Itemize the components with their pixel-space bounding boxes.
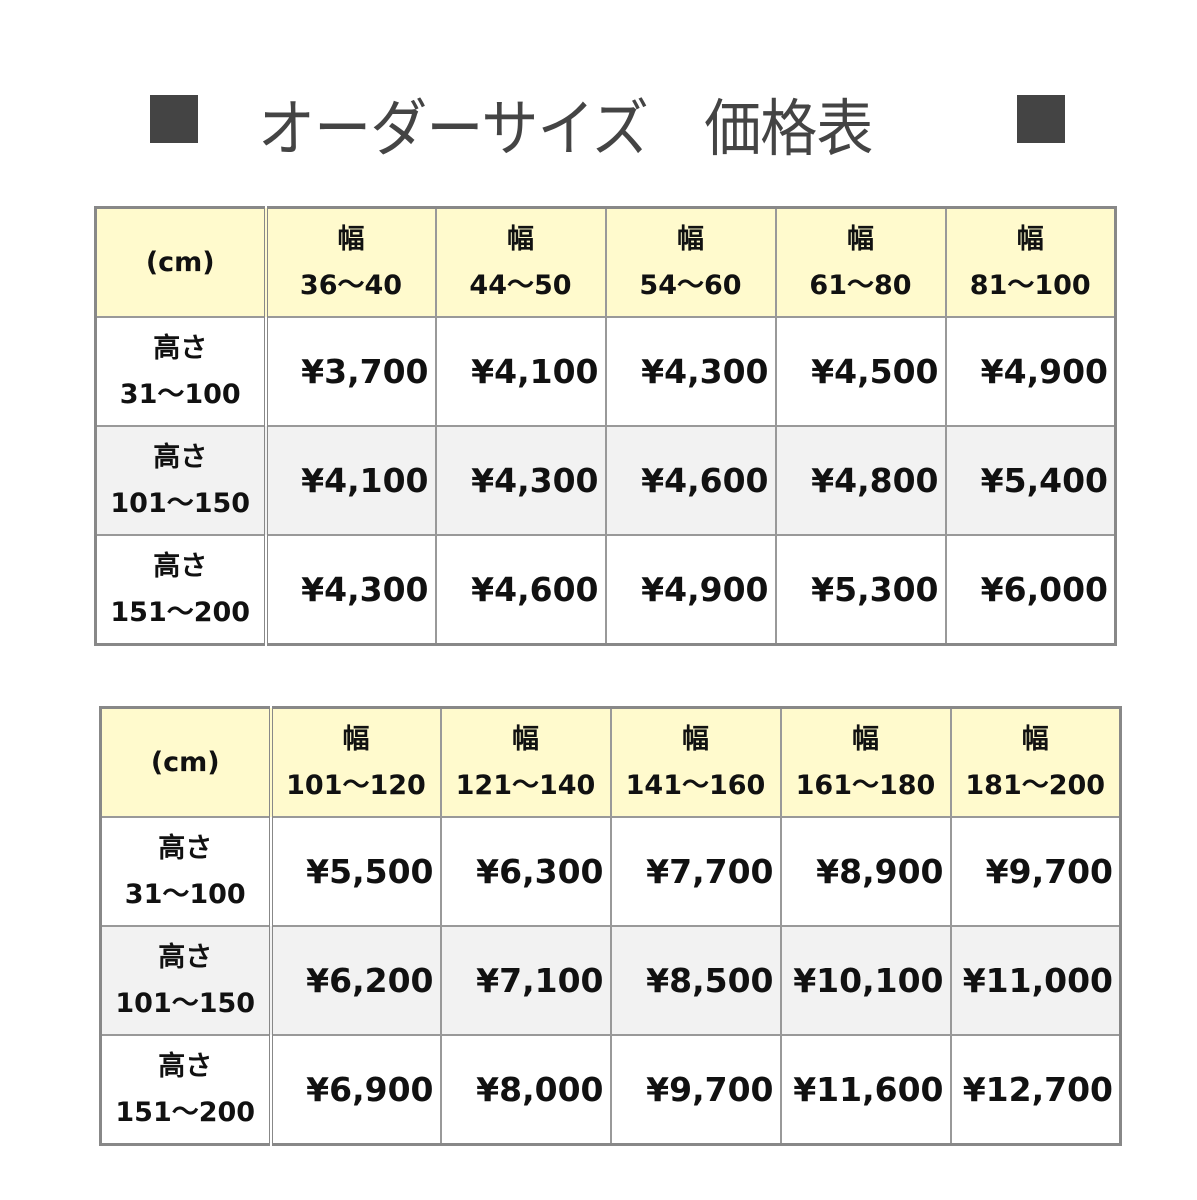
price-cell: ¥4,600 (604, 425, 777, 536)
row-header: 高さ 151～200 (99, 1034, 273, 1146)
table-row: 高さ 31～100 ¥3,700 ¥4,100 ¥4,300 ¥4,500 ¥4,900 (94, 316, 1117, 427)
column-header: 幅 81～100 (944, 206, 1117, 318)
height-range: 31～100 (124, 878, 246, 910)
price-cell: ¥6,300 (439, 816, 612, 927)
column-header: 幅 101～120 (269, 706, 442, 818)
price-cell: ¥9,700 (949, 816, 1122, 927)
height-label: 高さ (158, 832, 213, 864)
price-cell: ¥7,100 (439, 925, 612, 1036)
width-label: 幅 (512, 723, 539, 755)
table-row: 高さ 151～200 ¥4,300 ¥4,600 ¥4,900 ¥5,300 ¥6,000 (94, 534, 1117, 646)
column-header: 幅 121～140 (439, 706, 612, 818)
price-cell: ¥4,300 (604, 316, 777, 427)
column-header: 幅 61～80 (774, 206, 947, 318)
width-label: 幅 (1016, 223, 1044, 255)
price-cell: ¥4,500 (774, 316, 947, 427)
height-label: 高さ (158, 1050, 213, 1082)
width-label: 幅 (342, 723, 370, 755)
price-cell: ¥4,100 (264, 425, 437, 536)
width-range: 81～100 (969, 269, 1091, 301)
page-title: オーダーサイズ 価格表 (258, 92, 873, 165)
price-cell: ¥12,700 (949, 1034, 1122, 1146)
price-cell: ¥5,500 (269, 816, 442, 927)
corner-cell: (cm) (94, 206, 268, 318)
height-range: 101～150 (110, 487, 251, 519)
price-cell: ¥8,900 (779, 816, 952, 927)
width-range: 44～50 (469, 269, 572, 301)
row-header: 高さ 101～150 (99, 925, 273, 1036)
table-row: 高さ 31～100 ¥5,500 ¥6,300 ¥7,700 ¥8,900 ¥9,700 (99, 816, 1122, 927)
column-header: 幅 181～200 (949, 706, 1122, 818)
width-label: 幅 (677, 223, 704, 255)
price-table-2: (cm) 幅 101～120 幅 121～140 幅 141～160 幅 161～180 幅 181… (99, 706, 1122, 1146)
width-label: 幅 (852, 723, 879, 755)
price-cell: ¥11,000 (949, 925, 1122, 1036)
height-label: 高さ (153, 441, 208, 473)
price-cell: ¥8,500 (609, 925, 782, 1036)
column-header: 幅 141～160 (609, 706, 782, 818)
width-range: 161～180 (795, 769, 936, 801)
price-cell: ¥4,600 (434, 534, 607, 646)
height-range: 31～100 (119, 378, 241, 410)
width-range: 61～80 (809, 269, 912, 301)
price-cell: ¥9,700 (609, 1034, 782, 1146)
width-range: 101～120 (286, 769, 426, 801)
width-label: 幅 (1021, 723, 1049, 755)
column-header: 幅 54～60 (604, 206, 777, 318)
price-cell: ¥11,600 (779, 1034, 952, 1146)
price-cell: ¥4,100 (434, 316, 607, 427)
column-header: 幅 44～50 (434, 206, 607, 318)
height-range: 151～200 (110, 596, 251, 628)
row-header: 高さ 101～150 (94, 425, 268, 536)
width-range: 181～200 (965, 769, 1106, 801)
price-cell: ¥4,800 (774, 425, 947, 536)
price-cell: ¥8,000 (439, 1034, 612, 1146)
height-label: 高さ (153, 332, 208, 364)
header-row: (cm) 幅 101～120 幅 121～140 幅 141～160 幅 161～180 幅 181… (99, 706, 1122, 818)
width-range: 36～40 (299, 269, 403, 301)
width-label: 幅 (682, 723, 709, 755)
price-cell: ¥7,700 (609, 816, 782, 927)
price-cell: ¥10,100 (779, 925, 952, 1036)
price-cell: ¥6,200 (269, 925, 442, 1036)
price-cell: ¥4,300 (434, 425, 607, 536)
price-cell: ¥5,300 (774, 534, 947, 646)
price-cell: ¥4,900 (604, 534, 777, 646)
price-cell: ¥4,900 (944, 316, 1117, 427)
width-label: 幅 (847, 223, 874, 255)
price-table-1: (cm) 幅 36～40 幅 44～50 幅 54～60 幅 61～80 幅 81～100 高さ 31～… (94, 206, 1117, 646)
price-cell: ¥4,300 (264, 534, 437, 646)
row-header: 高さ 31～100 (99, 816, 273, 927)
column-header: 幅 161～180 (779, 706, 952, 818)
height-range: 101～150 (115, 987, 256, 1019)
row-header: 高さ 31～100 (94, 316, 268, 427)
table-row: 高さ 101～150 ¥6,200 ¥7,100 ¥8,500 ¥10,100 ¥11,00… (99, 925, 1122, 1036)
price-cell: ¥3,700 (264, 316, 437, 427)
black-square-icon (150, 95, 198, 143)
header-row: (cm) 幅 36～40 幅 44～50 幅 54～60 幅 61～80 幅 81～100 (94, 206, 1117, 318)
price-cell: ¥6,900 (269, 1034, 442, 1146)
price-cell: ¥6,000 (944, 534, 1117, 646)
width-range: 121～140 (455, 769, 596, 801)
width-range: 141～160 (625, 769, 766, 801)
height-label: 高さ (153, 550, 208, 582)
table-row: 高さ 151～200 ¥6,900 ¥8,000 ¥9,700 ¥11,600 ¥12,70… (99, 1034, 1122, 1146)
price-cell: ¥5,400 (944, 425, 1117, 536)
height-label: 高さ (158, 941, 213, 973)
corner-cell: (cm) (99, 706, 273, 818)
width-label: 幅 (337, 223, 365, 255)
column-header: 幅 36～40 (264, 206, 437, 318)
table-row: 高さ 101～150 ¥4,100 ¥4,300 ¥4,600 ¥4,800 ¥5,400 (94, 425, 1117, 536)
height-range: 151～200 (115, 1096, 256, 1128)
width-range: 54～60 (639, 269, 742, 301)
width-label: 幅 (507, 223, 534, 255)
row-header: 高さ 151～200 (94, 534, 268, 646)
black-square-icon (1017, 95, 1065, 143)
